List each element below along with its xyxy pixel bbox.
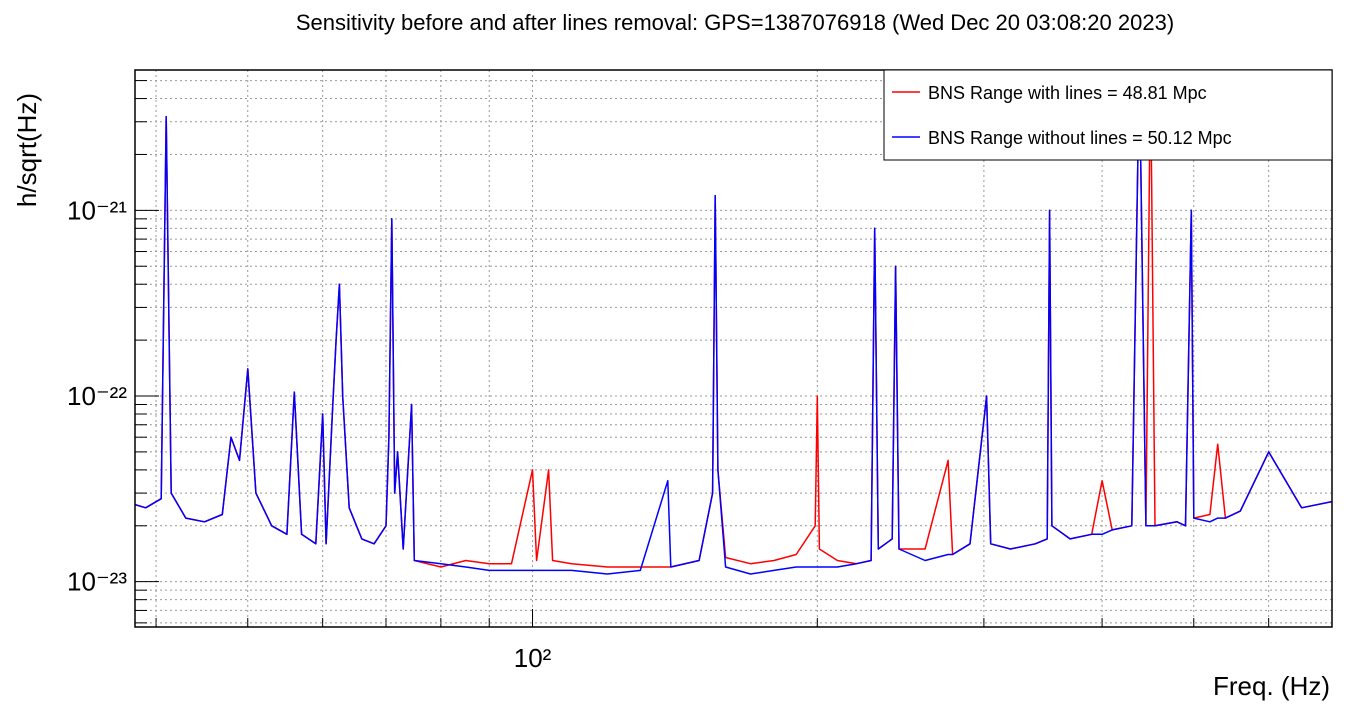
x-axis-title: Freq. (Hz)	[1213, 671, 1330, 701]
legend-box	[883, 69, 1333, 161]
x-tick-label: 10²	[514, 643, 552, 673]
y-tick-label: 10⁻²²	[67, 381, 127, 411]
series-line	[135, 70, 1332, 575]
y-tick-label: 10⁻²³	[67, 567, 127, 597]
legend-label: BNS Range with lines = 48.81 Mpc	[928, 83, 1207, 103]
chart-title: Sensitivity before and after lines remov…	[296, 10, 1174, 35]
plot-frame	[134, 69, 1333, 628]
y-axis-title: h/sqrt(Hz)	[12, 93, 42, 207]
legend-label: BNS Range without lines = 50.12 Mpc	[928, 128, 1232, 148]
y-tick-label: 10⁻²¹	[67, 195, 127, 225]
plot-area	[135, 70, 1332, 575]
